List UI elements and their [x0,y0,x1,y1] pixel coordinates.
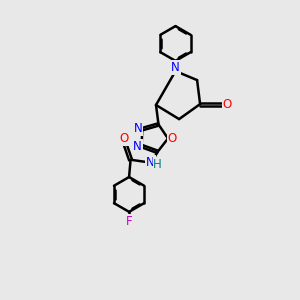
Text: F: F [126,215,132,228]
Text: N: N [171,61,180,74]
Text: N: N [146,156,155,169]
Text: O: O [168,132,177,145]
Text: O: O [223,98,232,111]
Text: N: N [133,140,142,153]
Text: N: N [134,122,142,135]
Text: H: H [153,158,162,171]
Text: O: O [119,132,128,146]
